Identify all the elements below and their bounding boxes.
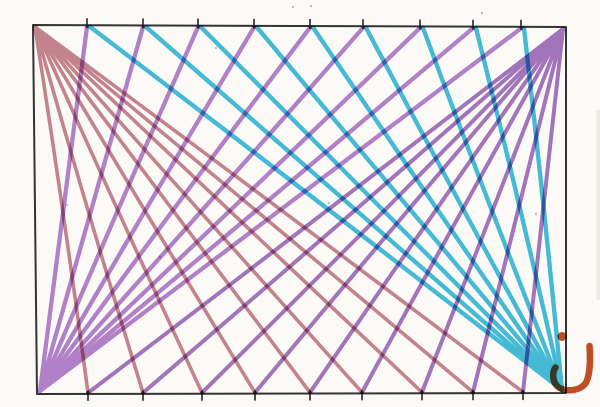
paper-speck xyxy=(327,201,331,205)
string-line xyxy=(143,24,565,393)
paper-speck xyxy=(534,212,538,216)
string-line xyxy=(33,25,145,395)
orange-letter-mark xyxy=(550,332,594,394)
paper-speck xyxy=(309,4,313,8)
string-line xyxy=(37,26,476,394)
string-line xyxy=(37,24,201,394)
string-line xyxy=(521,26,565,393)
violet-fan-from-bottom-left xyxy=(37,24,524,394)
string-line xyxy=(37,24,146,394)
string-line xyxy=(310,25,565,393)
paper-speck xyxy=(65,203,69,207)
string-line xyxy=(363,25,565,393)
string-line xyxy=(37,25,423,394)
string-line xyxy=(87,24,565,393)
string-line xyxy=(37,25,257,394)
scan-edge-shadow xyxy=(596,110,600,300)
string-line xyxy=(471,27,565,395)
string-line xyxy=(37,26,524,394)
string-line xyxy=(37,24,90,394)
string-line xyxy=(86,27,565,395)
string-line xyxy=(420,25,565,393)
string-line xyxy=(33,25,475,394)
paper-speck xyxy=(291,5,295,9)
signature-dot xyxy=(557,332,567,341)
string-line xyxy=(254,25,565,393)
paper-speck xyxy=(214,46,218,50)
string-line xyxy=(37,25,366,394)
string-line xyxy=(141,27,565,395)
signature-bowl-stroke xyxy=(550,342,594,394)
string-line xyxy=(198,24,565,393)
cyan-fan-from-bottom-right xyxy=(87,24,565,393)
string-line xyxy=(37,25,313,394)
paper-speck xyxy=(480,11,484,15)
string-line xyxy=(473,25,565,393)
